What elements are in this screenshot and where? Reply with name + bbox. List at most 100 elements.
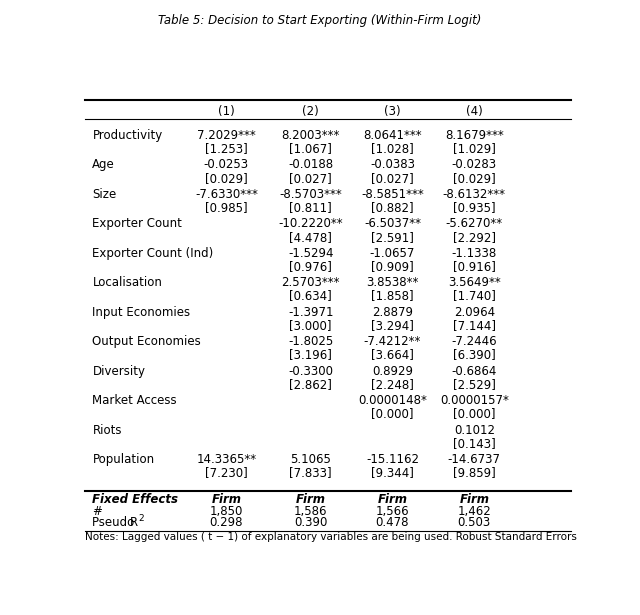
Text: [9.344]: [9.344] [371, 466, 414, 479]
Text: [2.248]: [2.248] [371, 378, 414, 391]
Text: [0.909]: [0.909] [371, 260, 414, 273]
Text: Firm: Firm [378, 493, 408, 507]
Text: -8.6132***: -8.6132*** [443, 188, 506, 201]
Text: 1,586: 1,586 [294, 505, 328, 518]
Text: -14.6737: -14.6737 [448, 453, 501, 466]
Text: [0.029]: [0.029] [453, 172, 496, 184]
Text: Age: Age [92, 158, 115, 172]
Text: -10.2220**: -10.2220** [278, 217, 343, 230]
Text: -15.1162: -15.1162 [366, 453, 419, 466]
Text: 5.1065: 5.1065 [290, 453, 331, 466]
Text: 1,850: 1,850 [210, 505, 243, 518]
Text: Input Economies: Input Economies [92, 306, 191, 319]
Text: 1,462: 1,462 [458, 505, 491, 518]
Text: Output Economies: Output Economies [92, 335, 201, 348]
Text: -0.3300: -0.3300 [288, 365, 333, 378]
Text: Market Access: Market Access [92, 394, 177, 407]
Text: Firm: Firm [296, 493, 326, 507]
Text: [2.862]: [2.862] [289, 378, 332, 391]
Text: [3.196]: [3.196] [289, 349, 332, 362]
Text: 0.390: 0.390 [294, 516, 327, 530]
Text: [1.858]: [1.858] [371, 290, 414, 303]
Text: -0.0188: -0.0188 [288, 158, 333, 172]
Text: [1.029]: [1.029] [453, 142, 496, 155]
Text: 0.8929: 0.8929 [372, 365, 413, 378]
Text: [0.143]: [0.143] [453, 437, 496, 450]
Text: [2.529]: [2.529] [453, 378, 496, 391]
Text: [0.811]: [0.811] [289, 201, 332, 214]
Text: 3.5649**: 3.5649** [448, 276, 500, 289]
Text: -0.6864: -0.6864 [452, 365, 497, 378]
Text: [0.000]: [0.000] [453, 407, 495, 421]
Text: -0.0383: -0.0383 [370, 158, 415, 172]
Text: (4): (4) [466, 105, 483, 117]
Text: [0.935]: [0.935] [453, 201, 495, 214]
Text: 8.1679***: 8.1679*** [445, 129, 504, 142]
Text: -0.0283: -0.0283 [452, 158, 497, 172]
Text: [1.740]: [1.740] [453, 290, 496, 303]
Text: Exporter Count: Exporter Count [92, 217, 182, 230]
Text: 2.0964: 2.0964 [454, 306, 495, 319]
Text: [0.634]: [0.634] [289, 290, 332, 303]
Text: [3.000]: [3.000] [289, 319, 332, 332]
Text: [0.027]: [0.027] [289, 172, 332, 184]
Text: -1.8025: -1.8025 [288, 335, 333, 348]
Text: -1.1338: -1.1338 [452, 247, 497, 260]
Text: -7.4212**: -7.4212** [364, 335, 421, 348]
Text: Notes: Lagged values ( t − 1) of explanatory variables are being used. Robust St: Notes: Lagged values ( t − 1) of explana… [85, 532, 577, 542]
Text: Productivity: Productivity [92, 129, 163, 142]
Text: 8.0641***: 8.0641*** [363, 129, 422, 142]
Text: 0.298: 0.298 [209, 516, 243, 530]
Text: 0.0000157*: 0.0000157* [440, 394, 509, 407]
Text: 0.503: 0.503 [458, 516, 491, 530]
Text: [0.882]: [0.882] [371, 201, 414, 214]
Text: -7.6330***: -7.6330*** [195, 188, 258, 201]
Text: [2.292]: [2.292] [453, 231, 496, 244]
Text: [0.027]: [0.027] [371, 172, 414, 184]
Text: [1.067]: [1.067] [289, 142, 332, 155]
Text: [0.029]: [0.029] [205, 172, 248, 184]
Text: (1): (1) [218, 105, 235, 117]
Text: -8.5851***: -8.5851*** [361, 188, 424, 201]
Text: [9.859]: [9.859] [453, 466, 496, 479]
Text: Exporter Count (Ind): Exporter Count (Ind) [92, 247, 214, 260]
Text: [1.028]: [1.028] [371, 142, 414, 155]
Text: Table 5: Decision to Start Exporting (Within-Firm Logit): Table 5: Decision to Start Exporting (Wi… [158, 14, 482, 26]
Text: [3.664]: [3.664] [371, 349, 414, 362]
Text: 1,566: 1,566 [376, 505, 410, 518]
Text: 7.2029***: 7.2029*** [197, 129, 256, 142]
Text: #: # [92, 505, 102, 518]
Text: Diversity: Diversity [92, 365, 145, 378]
Text: Pseudo: Pseudo [92, 516, 138, 530]
Text: (2): (2) [302, 105, 319, 117]
Text: -1.5294: -1.5294 [288, 247, 333, 260]
Text: Fixed Effects: Fixed Effects [92, 493, 179, 507]
Text: 0.1012: 0.1012 [454, 424, 495, 437]
Text: [6.390]: [6.390] [453, 349, 496, 362]
Text: 3.8538**: 3.8538** [366, 276, 419, 289]
Text: [3.294]: [3.294] [371, 319, 414, 332]
Text: [1.253]: [1.253] [205, 142, 248, 155]
Text: [0.985]: [0.985] [205, 201, 248, 214]
Text: [2.591]: [2.591] [371, 231, 414, 244]
Text: -8.5703***: -8.5703*** [279, 188, 342, 201]
Text: -5.6270**: -5.6270** [445, 217, 503, 230]
Text: [0.000]: [0.000] [371, 407, 413, 421]
Text: R: R [130, 516, 138, 530]
Text: -6.5037**: -6.5037** [364, 217, 421, 230]
Text: Riots: Riots [92, 424, 122, 437]
Text: -7.2446: -7.2446 [451, 335, 497, 348]
Text: [7.833]: [7.833] [289, 466, 332, 479]
Text: 2: 2 [138, 514, 144, 523]
Text: -1.3971: -1.3971 [288, 306, 333, 319]
Text: 0.478: 0.478 [376, 516, 409, 530]
Text: 2.8879: 2.8879 [372, 306, 413, 319]
Text: 14.3365**: 14.3365** [196, 453, 257, 466]
Text: Population: Population [92, 453, 154, 466]
Text: [4.478]: [4.478] [289, 231, 332, 244]
Text: Localisation: Localisation [92, 276, 163, 289]
Text: 0.0000148*: 0.0000148* [358, 394, 427, 407]
Text: [7.144]: [7.144] [453, 319, 496, 332]
Text: Firm: Firm [211, 493, 241, 507]
Text: Size: Size [92, 188, 116, 201]
